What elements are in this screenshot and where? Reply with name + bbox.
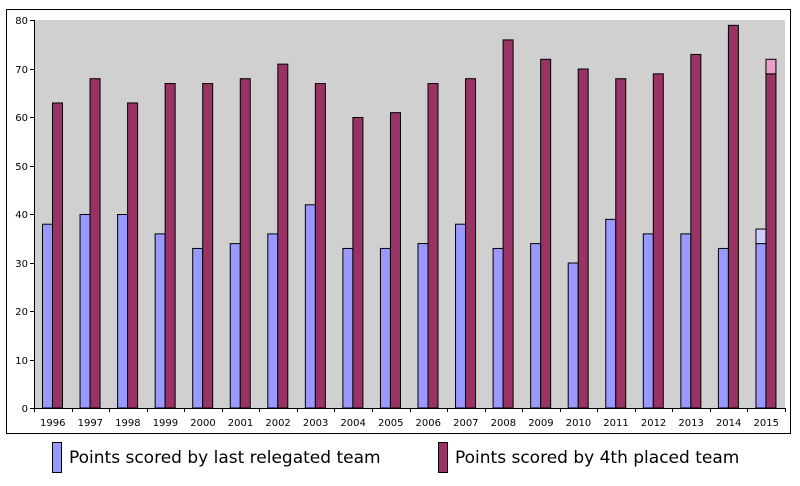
x-tick-label-2006: 2006 [416, 418, 441, 429]
y-tick-label-10: 10 [15, 356, 28, 367]
bar-fourth-2015 [765, 73, 777, 409]
bar-projected-fourth-2015 [765, 58, 777, 75]
bar-fourth-1999 [164, 83, 176, 409]
bar-relegated-1997 [79, 214, 91, 409]
x-tick-label-1999: 1999 [153, 418, 178, 429]
bar-relegated-2011 [605, 218, 617, 409]
y-tick-label-0: 0 [22, 404, 28, 415]
legend-item-relegated: Points scored by last relegated team [52, 442, 381, 473]
y-tick-label-60: 60 [15, 113, 28, 124]
x-tick-label-2008: 2008 [491, 418, 516, 429]
bar-relegated-2010 [567, 262, 579, 409]
bar-fourth-1998 [127, 102, 139, 409]
y-tick-label-20: 20 [15, 307, 28, 318]
x-tick-label-2015: 2015 [753, 418, 778, 429]
x-tick-label-2010: 2010 [566, 418, 591, 429]
bar-fourth-1996 [52, 102, 63, 409]
x-tick-label-2001: 2001 [228, 418, 253, 429]
bar-fourth-2013 [690, 53, 702, 409]
bar-relegated-2008 [492, 247, 504, 409]
bar-fourth-2003 [314, 83, 326, 409]
bar-fourth-2001 [239, 78, 251, 409]
legend-item-fourth: Points scored by 4th placed team [438, 442, 739, 473]
x-tick-label-1996: 1996 [40, 418, 65, 429]
y-tick-label-50: 50 [15, 162, 28, 173]
bar-relegated-2004 [342, 247, 354, 409]
y-tick-label-70: 70 [15, 65, 28, 76]
bar-fourth-2008 [502, 39, 514, 409]
bar-relegated-2013 [680, 233, 692, 409]
x-tick-label-2002: 2002 [265, 418, 290, 429]
legend-swatch-fourth [438, 442, 448, 473]
bar-fourth-2004 [352, 117, 364, 409]
bar-relegated-2002 [267, 233, 279, 409]
x-tick-label-2004: 2004 [340, 418, 365, 429]
x-tick-label-2011: 2011 [603, 418, 628, 429]
legend: Points scored by last relegated team Poi… [0, 438, 800, 482]
bar-fourth-2012 [652, 73, 664, 409]
y-tick-label-80: 80 [15, 16, 28, 27]
x-tick-label-2003: 2003 [303, 418, 328, 429]
x-tick-label-2009: 2009 [528, 418, 553, 429]
legend-label-fourth: Points scored by 4th placed team [455, 447, 740, 468]
bar-relegated-2015 [755, 243, 767, 409]
x-tick-label-2014: 2014 [716, 418, 741, 429]
bar-fourth-2006 [427, 83, 439, 409]
y-tick-label-40: 40 [15, 210, 28, 221]
legend-swatch-relegated [52, 442, 62, 473]
bar-relegated-2009 [530, 243, 542, 409]
bar-relegated-1996 [42, 223, 53, 409]
bar-chart: 0 10 20 30 40 50 60 70 80 1996 1997 1998 1999 2000 200… [6, 9, 791, 434]
bar-relegated-2012 [642, 233, 654, 409]
bar-relegated-2003 [304, 204, 316, 409]
y-tick-label-30: 30 [15, 259, 28, 270]
bar-relegated-1999 [154, 233, 166, 409]
bar-fourth-2010 [577, 68, 589, 409]
bar-relegated-1998 [117, 214, 129, 409]
bar-fourth-2005 [389, 112, 401, 409]
bar-relegated-2005 [379, 247, 391, 409]
bar-fourth-2009 [540, 58, 552, 409]
x-tick-label-1998: 1998 [115, 418, 140, 429]
bar-fourth-2002 [277, 63, 289, 409]
bar-relegated-2001 [229, 243, 241, 409]
x-tick-label-1997: 1997 [78, 418, 103, 429]
bar-fourth-2011 [615, 78, 627, 409]
bar-projected-relegated-2015 [755, 228, 767, 245]
bar-relegated-2007 [455, 223, 467, 409]
x-tick-label-2000: 2000 [190, 418, 215, 429]
bar-relegated-2006 [417, 243, 429, 409]
x-tick-label-2007: 2007 [453, 418, 478, 429]
bar-fourth-2014 [727, 24, 739, 409]
bar-fourth-2007 [465, 78, 477, 409]
axes-group: 0 10 20 30 40 50 60 70 80 1996 1997 1998 1999 2000 200… [15, 16, 786, 429]
bar-fourth-1997 [89, 78, 101, 409]
x-tick-label-2012: 2012 [641, 418, 666, 429]
bars-group [42, 24, 777, 409]
x-tick-label-2013: 2013 [678, 418, 703, 429]
plot-area [34, 20, 785, 408]
x-tick-label-2005: 2005 [378, 418, 403, 429]
legend-label-relegated: Points scored by last relegated team [69, 447, 381, 468]
bar-fourth-2000 [202, 83, 214, 409]
bar-relegated-2000 [192, 247, 204, 409]
bar-relegated-2014 [717, 247, 729, 409]
